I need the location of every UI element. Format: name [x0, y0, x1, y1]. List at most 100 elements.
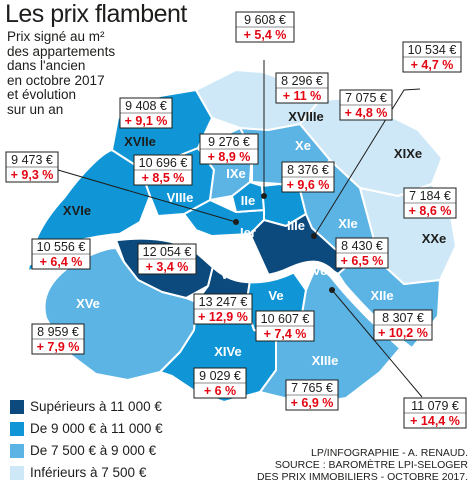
- price-change: + 5,4 %: [244, 28, 287, 42]
- arrondissement-label: XIe: [338, 216, 358, 231]
- leader-line: [313, 88, 421, 237]
- price-box: 9 276 €+ 8,9 %: [199, 133, 259, 165]
- arrondissement-label: XIXe: [394, 146, 422, 161]
- legend-label: De 9 000 € à 11 000 €: [30, 421, 163, 436]
- price-value: 8 307 €: [382, 311, 424, 325]
- price-box: 7 075 €+ 4,8 %: [339, 89, 393, 121]
- price-box: 9 473 €+ 9,3 %: [5, 151, 59, 183]
- leader-line: [331, 289, 423, 398]
- price-box: 10 696 €+ 8,5 %: [133, 154, 193, 186]
- price-value: 8 376 €: [287, 163, 329, 177]
- price-box: 8 296 €+ 11 %: [275, 72, 329, 104]
- price-change: + 4,7 %: [411, 58, 454, 72]
- price-box: 9 608 €+ 5,4 %: [235, 11, 295, 43]
- legend-swatch: [10, 444, 24, 458]
- price-box: 10 607 €+ 7,4 %: [255, 310, 315, 342]
- arrondissement-label: IVe: [309, 263, 328, 278]
- price-change: + 6,5 %: [341, 254, 384, 268]
- subtitle-line: Prix signé au m²: [7, 29, 105, 44]
- leader-dot: [233, 219, 239, 225]
- credits-line-1: LP/INFOGRAPHIE - A. RENAUD.: [311, 447, 468, 459]
- price-change: + 8,9 %: [208, 150, 251, 164]
- price-value: 9 608 €: [244, 13, 286, 27]
- legend-label: Inférieurs à 7 500 €: [30, 465, 147, 480]
- price-change: + 6 %: [204, 384, 236, 398]
- price-value: 10 607 €: [261, 312, 310, 326]
- price-box: 10 556 €+ 6,4 %: [31, 238, 91, 270]
- price-value: 10 696 €: [139, 156, 188, 170]
- arrondissement-label: XVIe: [63, 203, 91, 218]
- legend-label: De 7 500 € à 9 000 €: [30, 443, 157, 458]
- seine-river: [18, 231, 406, 350]
- arrondissement-label: VIe: [220, 267, 240, 282]
- subtitle-line: sur un an: [7, 101, 64, 117]
- price-change: + 10,2 %: [378, 326, 428, 340]
- credits-line-3: DES PRIX IMMOBILIERS - OCTOBRE 2017.: [256, 471, 468, 483]
- credits: LP/INFOGRAPHIE - A. RENAUD. SOURCE : BAR…: [257, 447, 468, 483]
- price-value: 11 079 €: [411, 399, 459, 413]
- price-change: + 9,3 %: [11, 168, 54, 182]
- price-value: 10 556 €: [37, 240, 86, 254]
- price-box: 8 376 €+ 9,6 %: [281, 161, 335, 193]
- price-change: + 7,4 %: [264, 327, 307, 341]
- leader-dot: [261, 193, 267, 199]
- price-value: 8 296 €: [281, 74, 323, 88]
- price-box: 13 247 €+ 12,9 %: [193, 293, 253, 325]
- leader-lines: [57, 60, 423, 398]
- price-box: 8 959 €+ 7,9 %: [31, 323, 85, 355]
- price-box: 8 307 €+ 10,2 %: [373, 309, 433, 341]
- price-box: 9 029 €+ 6 %: [193, 367, 247, 399]
- price-change: + 12,9 %: [198, 310, 248, 324]
- price-value: 7 765 €: [291, 381, 333, 395]
- price-value: 9 029 €: [199, 369, 241, 383]
- price-box: 10 534 €+ 4,7 %: [402, 41, 462, 73]
- price-change: + 9,6 %: [287, 178, 330, 192]
- price-box: 8 430 €+ 6,5 %: [335, 237, 389, 269]
- arrondissement-label: XVIIIe: [288, 109, 323, 124]
- arrondissement-label: Ier: [240, 225, 256, 240]
- subtitle-line: dans l'ancien: [7, 58, 86, 73]
- price-box: 7 184 €+ 8,6 %: [403, 187, 457, 219]
- leader-line: [57, 169, 237, 223]
- subtitle-line: des appartements: [7, 43, 116, 59]
- price-value: 9 473 €: [11, 153, 53, 167]
- price-value: 8 959 €: [37, 325, 79, 339]
- price-box: 12 054 €+ 3,4 %: [137, 243, 197, 275]
- price-change: + 6,9 %: [291, 396, 334, 410]
- subtitle-line: en octobre 2017: [7, 72, 105, 88]
- credits-line-2: SOURCE : BAROMÈTRE LPI-SELOGER: [274, 459, 468, 471]
- price-value: 8 430 €: [341, 239, 383, 253]
- arrondissement-label: XVIIe: [124, 134, 156, 149]
- arrondissement-label: XXe: [422, 231, 447, 246]
- arrondissement-label: XIIIe: [312, 353, 339, 368]
- price-value: 9 408 €: [125, 99, 167, 113]
- leader-dot: [329, 287, 335, 293]
- price-change: + 6,4 %: [40, 255, 83, 269]
- price-box: 9 408 €+ 9,1 %: [119, 97, 173, 129]
- price-value: 9 276 €: [208, 135, 250, 149]
- arrondissement-labels: IerIIeIIIeIVeVeVIeVIIeVIIIeIXeXeXIeXIIeX…: [63, 109, 446, 368]
- map-subtitle: Prix signé au m² des appartements dans l'a…: [7, 29, 127, 117]
- map-title: Les prix flambent: [5, 0, 187, 28]
- price-boxes: 9 608 €+ 5,4 % 9 276 €+ 8,9 % 10 534 €+ 4,…: [5, 11, 467, 429]
- price-value: 7 184 €: [409, 189, 451, 203]
- price-box: 7 765 €+ 6,9 %: [285, 379, 339, 411]
- arrondissement-label: Xe: [295, 138, 311, 153]
- price-change: + 8,5 %: [142, 171, 185, 185]
- arrondissement-label: IIIe: [287, 218, 305, 233]
- arrondissement-label: VIIIe: [167, 190, 194, 205]
- price-change: + 4,8 %: [345, 106, 388, 120]
- arrondissement-label: XIVe: [214, 344, 241, 359]
- price-change: + 3,4 %: [146, 260, 189, 274]
- subtitle-line: et évolution: [7, 87, 77, 102]
- price-value: 12 054 €: [143, 245, 192, 259]
- arrondissement-label: IIe: [241, 193, 255, 208]
- price-change: + 7,9 %: [37, 340, 80, 354]
- price-value: 7 075 €: [345, 91, 387, 105]
- arrondissement-label: Ve: [268, 288, 283, 303]
- price-box: 11 079 €+ 14,4 %: [403, 397, 467, 429]
- legend-swatch: [10, 466, 24, 480]
- legend-swatch: [10, 422, 24, 436]
- price-change: + 11 %: [283, 89, 322, 103]
